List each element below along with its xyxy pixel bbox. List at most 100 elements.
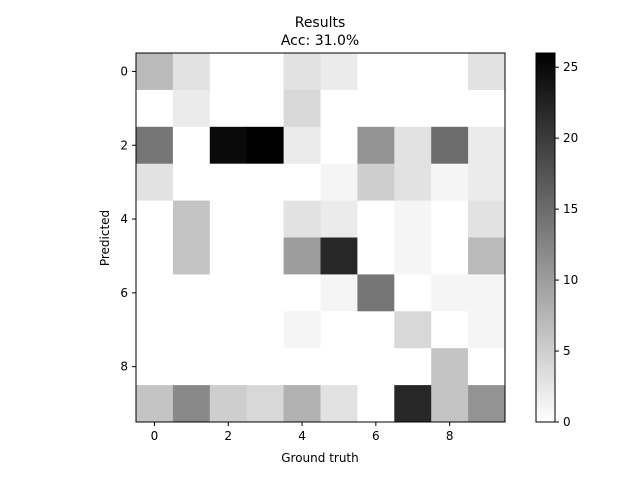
chart-subtitle: Acc: 31.0% <box>281 33 359 49</box>
heatmap-cell-r6-c5 <box>320 274 358 312</box>
colorbar-tick-label: 20 <box>563 131 578 145</box>
heatmap-cell-r6-c4 <box>283 274 321 312</box>
heatmap-cell-r9-c5 <box>320 385 358 423</box>
heatmap-cell-r2-c5 <box>320 126 358 165</box>
heatmap-cell-r1-c7 <box>394 89 432 128</box>
heatmap-cell-r9-c8 <box>431 385 469 423</box>
heatmap-cell-r1-c1 <box>172 89 211 128</box>
heatmap-cell-r0-c8 <box>431 53 469 91</box>
heatmap-cell-r2-c4 <box>283 126 321 165</box>
y-axis-ticks: 0 2 4 6 8 <box>120 64 136 374</box>
heatmap-cell-r0-c9 <box>468 53 506 91</box>
heatmap-cell-r3-c2 <box>209 163 248 201</box>
heatmap-cell-r4-c6 <box>357 200 395 238</box>
heatmap-cell-r0-c4 <box>283 53 321 91</box>
heatmap-cell-r0-c7 <box>394 53 432 91</box>
y-tick-label: 4 <box>120 212 128 226</box>
colorbar-tick-label: 0 <box>563 415 571 429</box>
heatmap-cell-r4-c4 <box>283 200 321 238</box>
heatmap-cell-r1-c0 <box>136 89 174 128</box>
heatmap-cell-r0-c2 <box>209 53 248 91</box>
heatmap-cell-r2-c8 <box>431 126 469 165</box>
heatmap-cell-r1-c9 <box>468 89 506 128</box>
heatmap-cell-r1-c5 <box>320 89 358 128</box>
heatmap-cell-r6-c0 <box>136 274 174 312</box>
heatmap-cell-r4-c8 <box>431 200 469 238</box>
heatmap-cell-r0-c0 <box>136 53 174 91</box>
x-tick-label: 2 <box>224 429 232 443</box>
heatmap-cell-r1-c3 <box>246 89 284 128</box>
heatmap-cell-r8-c3 <box>246 348 284 386</box>
colorbar-ticks: 0 5 10 15 20 25 <box>555 60 578 429</box>
heatmap-cell-r7-c1 <box>172 311 211 349</box>
heatmap-cell-r1-c2 <box>209 89 248 128</box>
colorbar <box>535 52 556 423</box>
heatmap-cell-r7-c8 <box>431 311 469 349</box>
x-tick-label: 0 <box>151 429 159 443</box>
heatmap-cell-r9-c7 <box>394 385 432 423</box>
heatmap-cell-r5-c7 <box>394 237 432 275</box>
heatmap-cell-r4-c1 <box>172 200 211 238</box>
heatmap-cell-r5-c2 <box>209 237 248 275</box>
heatmap-cell-r7-c4 <box>283 311 321 349</box>
heatmap-cell-r3-c3 <box>246 163 284 201</box>
heatmap-cell-r5-c6 <box>357 237 395 275</box>
heatmap-cell-r6-c1 <box>172 274 211 312</box>
heatmap-cell-r8-c2 <box>209 348 248 386</box>
heatmap-cells <box>136 53 506 423</box>
heatmap-cell-r2-c6 <box>357 126 395 165</box>
heatmap-cell-r3-c4 <box>283 163 321 201</box>
heatmap-cell-r9-c0 <box>136 385 174 423</box>
heatmap-cell-r2-c1 <box>172 126 211 165</box>
heatmap-cell-r2-c9 <box>468 126 506 165</box>
y-tick-label: 0 <box>120 64 128 78</box>
heatmap-cell-r8-c0 <box>136 348 174 386</box>
y-axis-label: Predicted <box>98 210 112 266</box>
heatmap-cell-r5-c8 <box>431 237 469 275</box>
heatmap-cell-r9-c9 <box>468 385 506 423</box>
colorbar-tick-label: 5 <box>563 344 571 358</box>
heatmap-cell-r3-c6 <box>357 163 395 201</box>
x-tick-label: 6 <box>372 429 380 443</box>
heatmap-cell-r8-c4 <box>283 348 321 386</box>
heatmap-cell-r8-c9 <box>468 348 506 386</box>
heatmap-cell-r7-c6 <box>357 311 395 349</box>
heatmap-cell-r4-c2 <box>209 200 248 238</box>
heatmap-cell-r8-c1 <box>172 348 211 386</box>
x-axis-label: Ground truth <box>281 451 359 465</box>
heatmap-cell-r5-c0 <box>136 237 174 275</box>
heatmap-cell-r0-c1 <box>172 53 211 91</box>
heatmap-cell-r7-c5 <box>320 311 358 349</box>
heatmap-cell-r5-c1 <box>172 237 211 275</box>
heatmap-cell-r2-c0 <box>136 126 174 165</box>
heatmap-cell-r8-c5 <box>320 348 358 386</box>
heatmap-cell-r8-c7 <box>394 348 432 386</box>
heatmap-cell-r6-c2 <box>209 274 248 312</box>
heatmap-cell-r5-c4 <box>283 237 321 275</box>
x-tick-label: 8 <box>446 429 454 443</box>
heatmap-cell-r8-c8 <box>431 348 469 386</box>
heatmap-cell-r7-c9 <box>468 311 506 349</box>
heatmap-cell-r3-c0 <box>136 163 174 201</box>
y-tick-label: 2 <box>120 138 128 152</box>
heatmap-cell-r3-c9 <box>468 163 506 201</box>
heatmap-cell-r2-c3 <box>246 126 284 165</box>
heatmap-cell-r6-c3 <box>246 274 284 312</box>
y-tick-label: 8 <box>120 360 128 374</box>
heatmap-cell-r4-c9 <box>468 200 506 238</box>
x-tick-label: 4 <box>298 429 306 443</box>
heatmap-cell-r0-c6 <box>357 53 395 91</box>
heatmap-cell-r0-c5 <box>320 53 358 91</box>
heatmap-cell-r4-c0 <box>136 200 174 238</box>
colorbar-tick-label: 15 <box>563 202 578 216</box>
x-axis-ticks: 0 2 4 6 8 <box>151 422 454 443</box>
heatmap-cell-r7-c0 <box>136 311 174 349</box>
heatmap-cell-r9-c4 <box>283 385 321 423</box>
heatmap-cell-r3-c7 <box>394 163 432 201</box>
heatmap-cell-r9-c1 <box>172 385 211 423</box>
heatmap-cell-r5-c3 <box>246 237 284 275</box>
heatmap-cell-r9-c6 <box>357 385 395 423</box>
heatmap-cell-r6-c7 <box>394 274 432 312</box>
heatmap-cell-r9-c2 <box>209 385 248 423</box>
